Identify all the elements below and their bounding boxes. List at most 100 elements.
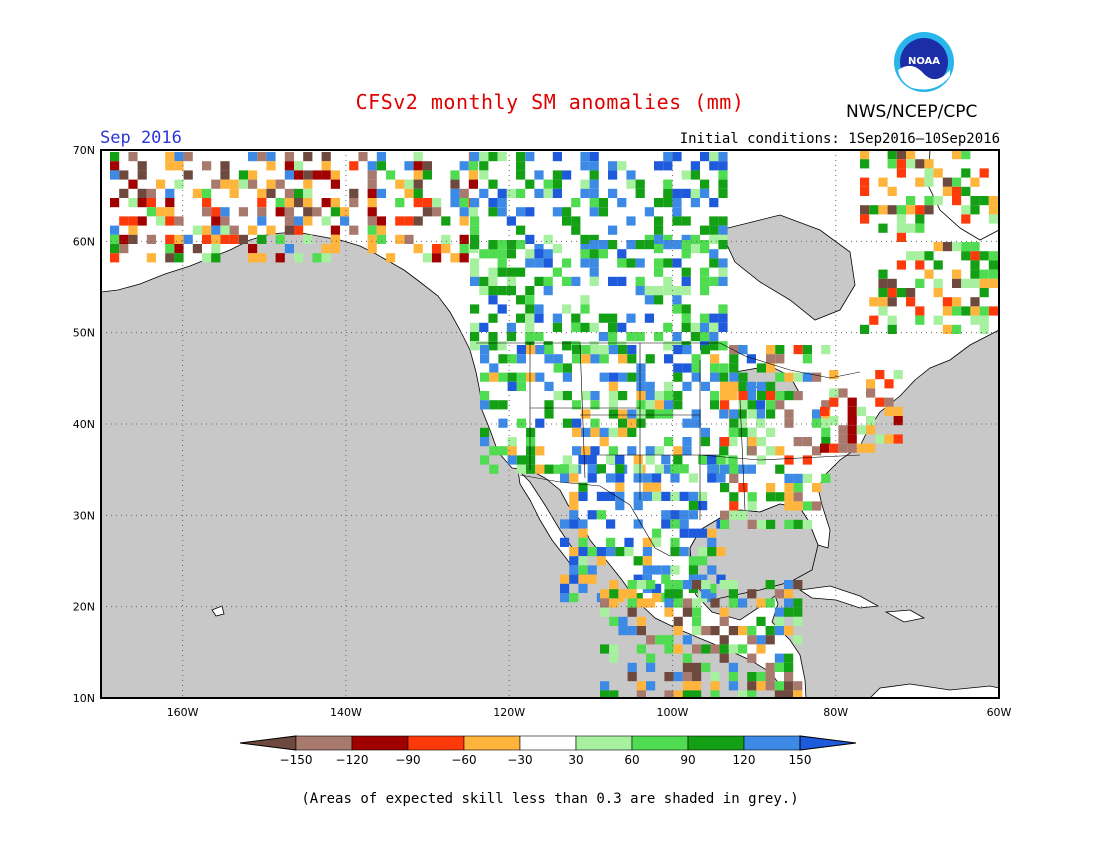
anomaly-cell (284, 216, 294, 226)
anomaly-cell (682, 381, 692, 391)
anomaly-cell (580, 188, 590, 198)
anomaly-cell (128, 198, 138, 208)
anomaly-cell (635, 258, 645, 268)
anomaly-cell (587, 565, 597, 575)
anomaly-cell (321, 244, 331, 254)
colorbar-label: −120 (336, 753, 369, 767)
anomaly-cell (765, 580, 775, 590)
anomaly-cell (670, 491, 680, 501)
us-canada-border (476, 342, 861, 379)
anomaly-cell (737, 381, 747, 391)
anomaly-cell (784, 653, 794, 663)
anomaly-cell (860, 186, 870, 196)
anomaly-cell (664, 672, 674, 682)
anomaly-cell (645, 400, 655, 410)
anomaly-cell (737, 418, 747, 428)
anomaly-cell (488, 179, 498, 189)
anomaly-cell (238, 179, 248, 189)
anomaly-cell (738, 427, 748, 437)
anomaly-cell (248, 244, 258, 254)
anomaly-cell (635, 179, 645, 189)
anomaly-cell (700, 381, 710, 391)
anomaly-cell (652, 565, 662, 575)
anomaly-cell (924, 205, 934, 215)
anomaly-cell (775, 354, 785, 364)
anomaly-cell (636, 400, 646, 410)
anomaly-cell (700, 152, 710, 162)
anomaly-cell (294, 253, 304, 263)
anomaly-cell (507, 372, 517, 382)
anomaly-cell (766, 483, 776, 493)
anomaly-cell (728, 662, 738, 672)
anomaly-cell (672, 258, 682, 268)
anomaly-cell (718, 313, 728, 323)
anomaly-cell (578, 519, 588, 529)
anomaly-cell (266, 225, 276, 235)
anomaly-cell (691, 418, 701, 428)
colorbar-box (463, 735, 521, 751)
anomaly-cell (654, 400, 664, 410)
anomaly-cell (480, 400, 490, 410)
colorbar-box (743, 735, 801, 751)
anomaly-cell (627, 662, 637, 672)
anomaly-cell (340, 207, 350, 217)
anomaly-cell (598, 207, 608, 217)
anomaly-cell (284, 170, 294, 180)
anomaly-cell (367, 244, 377, 254)
anomaly-cell (636, 644, 646, 654)
anomaly-cell (589, 267, 599, 277)
anomaly-cell (497, 258, 507, 268)
anomaly-cell (673, 626, 683, 636)
anomaly-cell (220, 225, 230, 235)
anomaly-cell (747, 635, 757, 645)
anomaly-cell (896, 205, 906, 215)
anomaly-cell (688, 565, 698, 575)
anomaly-cell (110, 244, 120, 254)
anomaly-cell (663, 341, 673, 351)
anomaly-cell (165, 207, 175, 217)
anomaly-cell (847, 434, 857, 444)
anomaly-cell (720, 391, 730, 401)
anomaly-cell (729, 409, 739, 419)
anomaly-cell (700, 322, 710, 332)
anomaly-cell (716, 473, 726, 483)
anomaly-cell (367, 170, 377, 180)
anomaly-cell (698, 455, 708, 465)
anomaly-cell (887, 150, 897, 160)
anomaly-cell (728, 598, 738, 608)
anomaly-cell (915, 205, 925, 215)
anomaly-cell (202, 234, 212, 244)
anomaly-cell (498, 400, 508, 410)
anomaly-cell (766, 427, 776, 437)
anomaly-cell (266, 179, 276, 189)
anomaly-cell (600, 690, 610, 698)
anomaly-cell (606, 537, 616, 547)
anomaly-cell (670, 537, 680, 547)
anomaly-cell (468, 161, 478, 171)
anomaly-cell (698, 528, 708, 538)
anomaly-cell (812, 409, 822, 419)
anomaly-cell (552, 267, 562, 277)
anomaly-cell (146, 253, 156, 263)
anomaly-cell (618, 626, 628, 636)
anomaly-cell (691, 363, 701, 373)
anomaly-cell (688, 574, 698, 584)
anomaly-cell (915, 159, 925, 169)
anomaly-cell (156, 216, 166, 226)
anomaly-cell (174, 234, 184, 244)
anomaly-cell (737, 409, 747, 419)
anomaly-cell (942, 306, 952, 316)
anomaly-cell (906, 205, 916, 215)
anomaly-cell (598, 313, 608, 323)
anomaly-cell (330, 179, 340, 189)
anomaly-cell (878, 297, 888, 307)
anomaly-cell (590, 446, 600, 456)
anomaly-cell (404, 234, 414, 244)
anomaly-cell (599, 354, 609, 364)
anomaly-cell (774, 662, 784, 672)
anomaly-cell (618, 345, 628, 355)
anomaly-cell (110, 225, 120, 235)
anomaly-cell (784, 501, 794, 511)
anomaly-cell (156, 207, 166, 217)
anomaly-cell (673, 598, 683, 608)
